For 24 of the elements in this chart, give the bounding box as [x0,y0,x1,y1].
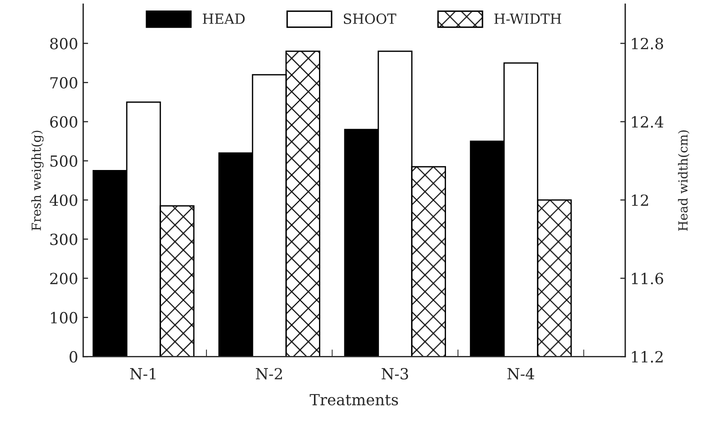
y-tick-label: 700 [50,76,78,89]
x-axis-title: Treatments [310,394,398,406]
y-tick-label: 500 [50,155,78,167]
y2-tick-label: 12 [632,194,648,206]
y2-tick-label: 12.8 [632,38,664,50]
y-tick-label: 400 [50,194,78,206]
y-tick-label: 200 [50,272,78,284]
y-tick-label: 600 [50,116,78,128]
x-tick-label: N-4 [507,368,534,380]
y2-axis-title: Head width(cm) [678,130,690,231]
y-axis-title: Fresh weight(g) [31,130,44,230]
y2-tick-label: 11.6 [632,272,664,284]
y2-tick-label: 11.2 [632,351,663,363]
x-tick-label: N-2 [256,368,282,380]
x-tick-label: N-3 [382,368,408,380]
y-tick-label: 300 [50,234,78,246]
y-tick-label: 100 [51,312,78,324]
x-tick-label: N-1 [130,368,156,380]
legend-label: H-WIDTH [494,14,562,24]
y2-tick-label: 12.4 [632,116,664,128]
legend-label: HEAD [202,14,245,24]
y-tick-label: 800 [50,38,78,50]
y-tick-label: 0 [70,351,78,363]
legend-label: SHOOT [344,13,396,24]
